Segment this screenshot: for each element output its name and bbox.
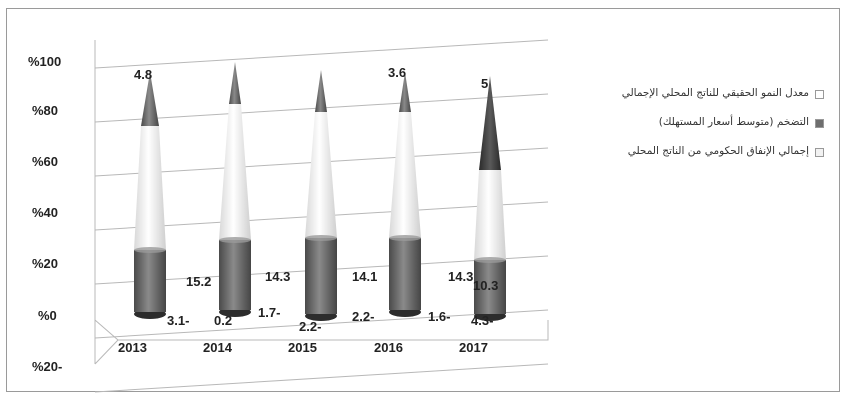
data-label: 4.8: [134, 67, 152, 82]
cone-segment-growth: [315, 70, 327, 112]
chart-floor: [94, 319, 549, 365]
cone-segment-spending: [134, 126, 166, 250]
data-label: 3.6: [388, 65, 406, 80]
y-tick-label: %80: [32, 103, 58, 118]
cone-cap: [389, 235, 421, 241]
x-tick-label: 2016: [374, 340, 403, 355]
legend-item-inflation: التضخم (متوسط أسعار المستهلك): [592, 115, 824, 130]
cone-segment-inflation: [474, 260, 506, 314]
data-labels-spending: 2.2- 2.2- 1.6-: [299, 309, 450, 334]
cone-2017: [474, 76, 506, 321]
legend-swatch: [815, 148, 824, 157]
data-label: 1.6-: [428, 309, 450, 324]
cone-cap: [134, 247, 166, 253]
cone-segment-spending: [219, 104, 251, 240]
legend-swatch: [815, 90, 824, 99]
data-labels-inflation: 3.1- 15.2 14.3 14.1 14.3: [167, 269, 473, 328]
data-label: 2.2-: [352, 309, 374, 324]
cone-cap: [305, 235, 337, 241]
x-tick-label: 2013: [118, 340, 147, 355]
legend-item-growth: معدل النمو الحقيقي للناتج المحلي الإجمال…: [592, 86, 824, 101]
data-labels-growth: 4.8 0.2 1.7- 3.6 5: [134, 65, 488, 328]
cone-cap: [219, 237, 251, 243]
data-label: 14.1: [352, 269, 377, 284]
x-tick-label: 2015: [288, 340, 317, 355]
x-tick-label: 2014: [203, 340, 233, 355]
gridline-0: [94, 309, 549, 339]
cone-segment-spending: [389, 112, 421, 238]
cone-segment-growth: [229, 62, 241, 104]
x-axis-labels: 2013 2014 2015 2016 2017: [118, 340, 488, 355]
data-labels-extra: 10.3 4.3-: [471, 278, 498, 328]
cone-segment-growth: [479, 76, 501, 170]
y-tick-label: %100: [28, 54, 61, 69]
y-tick-label: %60: [32, 154, 58, 169]
legend-label: معدل النمو الحقيقي للناتج المحلي الإجمال…: [621, 87, 809, 99]
gridline-100: [94, 39, 549, 69]
legend-swatch: [815, 119, 824, 128]
y-tick-label: %20: [32, 256, 58, 271]
data-label: 5: [481, 76, 488, 91]
legend-item-spending: إجمالي الإنفاق الحكومي من الناتج المحلي: [592, 144, 824, 159]
cone-cap: [474, 257, 506, 263]
data-label: 4.3-: [471, 313, 493, 328]
legend: معدل النمو الحقيقي للناتج المحلي الإجمال…: [592, 86, 824, 173]
cone-2014: [219, 62, 251, 317]
legend-label: التضخم (متوسط أسعار المستهلك): [658, 116, 809, 128]
data-label: 15.2: [186, 274, 211, 289]
cone-2013: [134, 72, 166, 319]
cone-segment-inflation: [305, 238, 337, 314]
legend-label: إجمالي الإنفاق الحكومي من الناتج المحلي: [627, 145, 809, 157]
cone-segment-inflation: [219, 240, 251, 310]
cone-segment-growth: [141, 72, 159, 126]
y-tick-label: %40: [32, 205, 58, 220]
cone-2015: [305, 70, 337, 321]
cone-segment-spending: [474, 170, 506, 260]
data-label: 0.2: [214, 313, 232, 328]
data-label: 14.3: [448, 269, 473, 284]
data-label: 1.7-: [258, 305, 280, 320]
data-label: 10.3: [473, 278, 498, 293]
x-tick-label: 2017: [459, 340, 488, 355]
cone-2016: [389, 72, 421, 317]
cone-segment-growth: [399, 72, 411, 112]
cone-segment-inflation: [134, 250, 166, 312]
cone-segment-inflation: [389, 238, 421, 310]
data-label: 3.1-: [167, 313, 189, 328]
y-axis-labels: %100 %80 %60 %40 %20 %0 %20-: [28, 54, 62, 374]
data-label: 2.2-: [299, 319, 321, 334]
cone-segment-spending: [305, 112, 337, 238]
data-label: 14.3: [265, 269, 290, 284]
gridline-neg20: [94, 363, 549, 393]
y-tick-label: %20-: [32, 359, 62, 374]
y-tick-label: %0: [38, 308, 57, 323]
